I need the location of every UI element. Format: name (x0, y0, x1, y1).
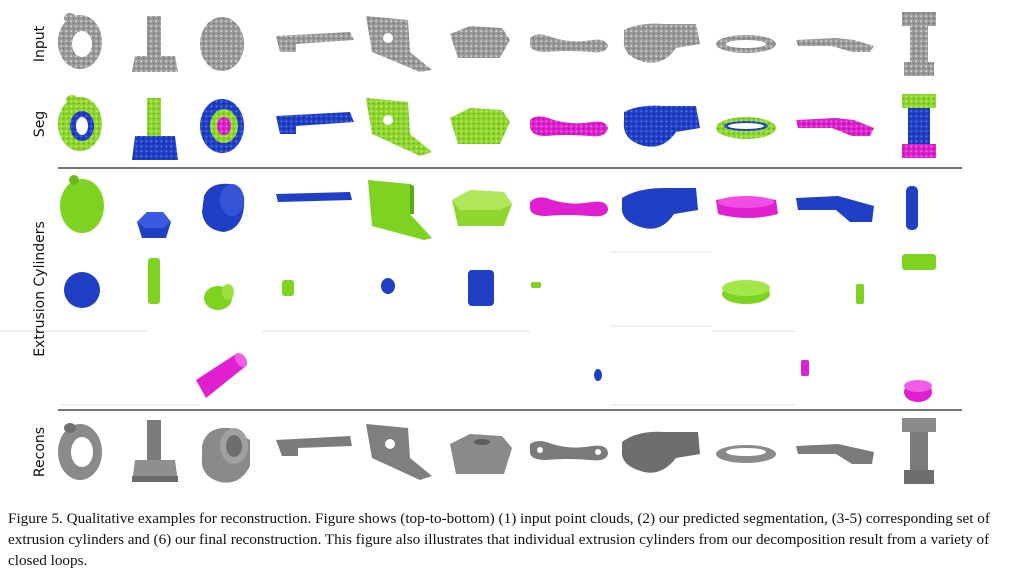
seg-row (58, 94, 936, 160)
ext1-cam (622, 188, 698, 229)
ext2-gear (204, 284, 234, 310)
seg-bracket (276, 112, 354, 134)
input-cylinder (200, 17, 244, 71)
ext3-cone (196, 351, 250, 398)
input-link (530, 34, 608, 52)
recon-ring (58, 423, 102, 480)
recon-arm (796, 444, 874, 464)
ext2-disk (64, 272, 100, 308)
ext3-pin (801, 360, 809, 376)
recon-cam (622, 432, 700, 473)
recon-washer (716, 445, 776, 463)
ext2-pin (282, 280, 294, 296)
ext2-cyl (468, 270, 494, 306)
recon-link (530, 441, 608, 460)
recon-row (58, 418, 936, 484)
ext1-ring (60, 175, 104, 233)
seg-cam (624, 106, 700, 147)
row-label-extrusion: Extrusion Cylinders (32, 221, 48, 357)
input-bracket (276, 32, 354, 52)
ext1-hex2 (452, 190, 512, 226)
ext1-spool (906, 186, 918, 230)
ext2-small (531, 282, 541, 288)
ext2-cap (902, 254, 936, 270)
row-label-input: Input (32, 26, 48, 62)
recon-bracket (276, 436, 352, 456)
ext1-bracket (276, 192, 352, 202)
extrusion-row-2 (64, 254, 936, 310)
ext1-washer (716, 196, 778, 218)
ext3-disk (904, 380, 932, 402)
seg-washer (716, 117, 776, 139)
figure-panel: Input Seg Extrusion Cylinders Recons (0, 0, 1021, 495)
row-label-seg: Seg (32, 111, 48, 137)
ext1-hex (137, 212, 171, 238)
seg-cylinder (200, 99, 244, 153)
input-ring (58, 13, 102, 69)
cell-dividers-mid (0, 326, 795, 331)
input-cam (624, 24, 700, 63)
input-hex (450, 26, 510, 58)
recon-spool (902, 418, 936, 484)
input-arm (796, 38, 874, 52)
ext1-arm (796, 196, 874, 222)
row-label-recons: Recons (32, 427, 48, 477)
seg-spool (902, 94, 936, 158)
figure-grid (0, 0, 1021, 495)
recon-hex (450, 434, 512, 474)
ext2-pin2 (856, 284, 864, 304)
extrusion-row-3 (196, 351, 932, 402)
seg-hex (450, 108, 510, 144)
ext2-disc (722, 280, 770, 304)
seg-ring (58, 95, 102, 151)
input-row (58, 12, 936, 76)
recon-plate (366, 424, 432, 480)
ext2-post (148, 258, 160, 304)
ext1-link (530, 197, 608, 216)
input-spool (902, 12, 936, 76)
input-post (132, 16, 178, 72)
seg-post (132, 98, 178, 160)
seg-plate (366, 98, 432, 156)
seg-arm (796, 118, 874, 136)
ext3-dot (594, 369, 602, 381)
recon-cylinder (202, 428, 250, 483)
figure-caption: Figure 5. Qualitative examples for recon… (8, 508, 1012, 571)
input-plate (366, 16, 432, 72)
input-washer (716, 35, 776, 53)
ext1-plate (368, 180, 432, 240)
recon-post (132, 420, 178, 482)
seg-link (530, 116, 608, 136)
ext2-stub (381, 278, 395, 294)
extrusion-row-1 (60, 175, 918, 240)
ext1-cylinder (202, 184, 244, 232)
